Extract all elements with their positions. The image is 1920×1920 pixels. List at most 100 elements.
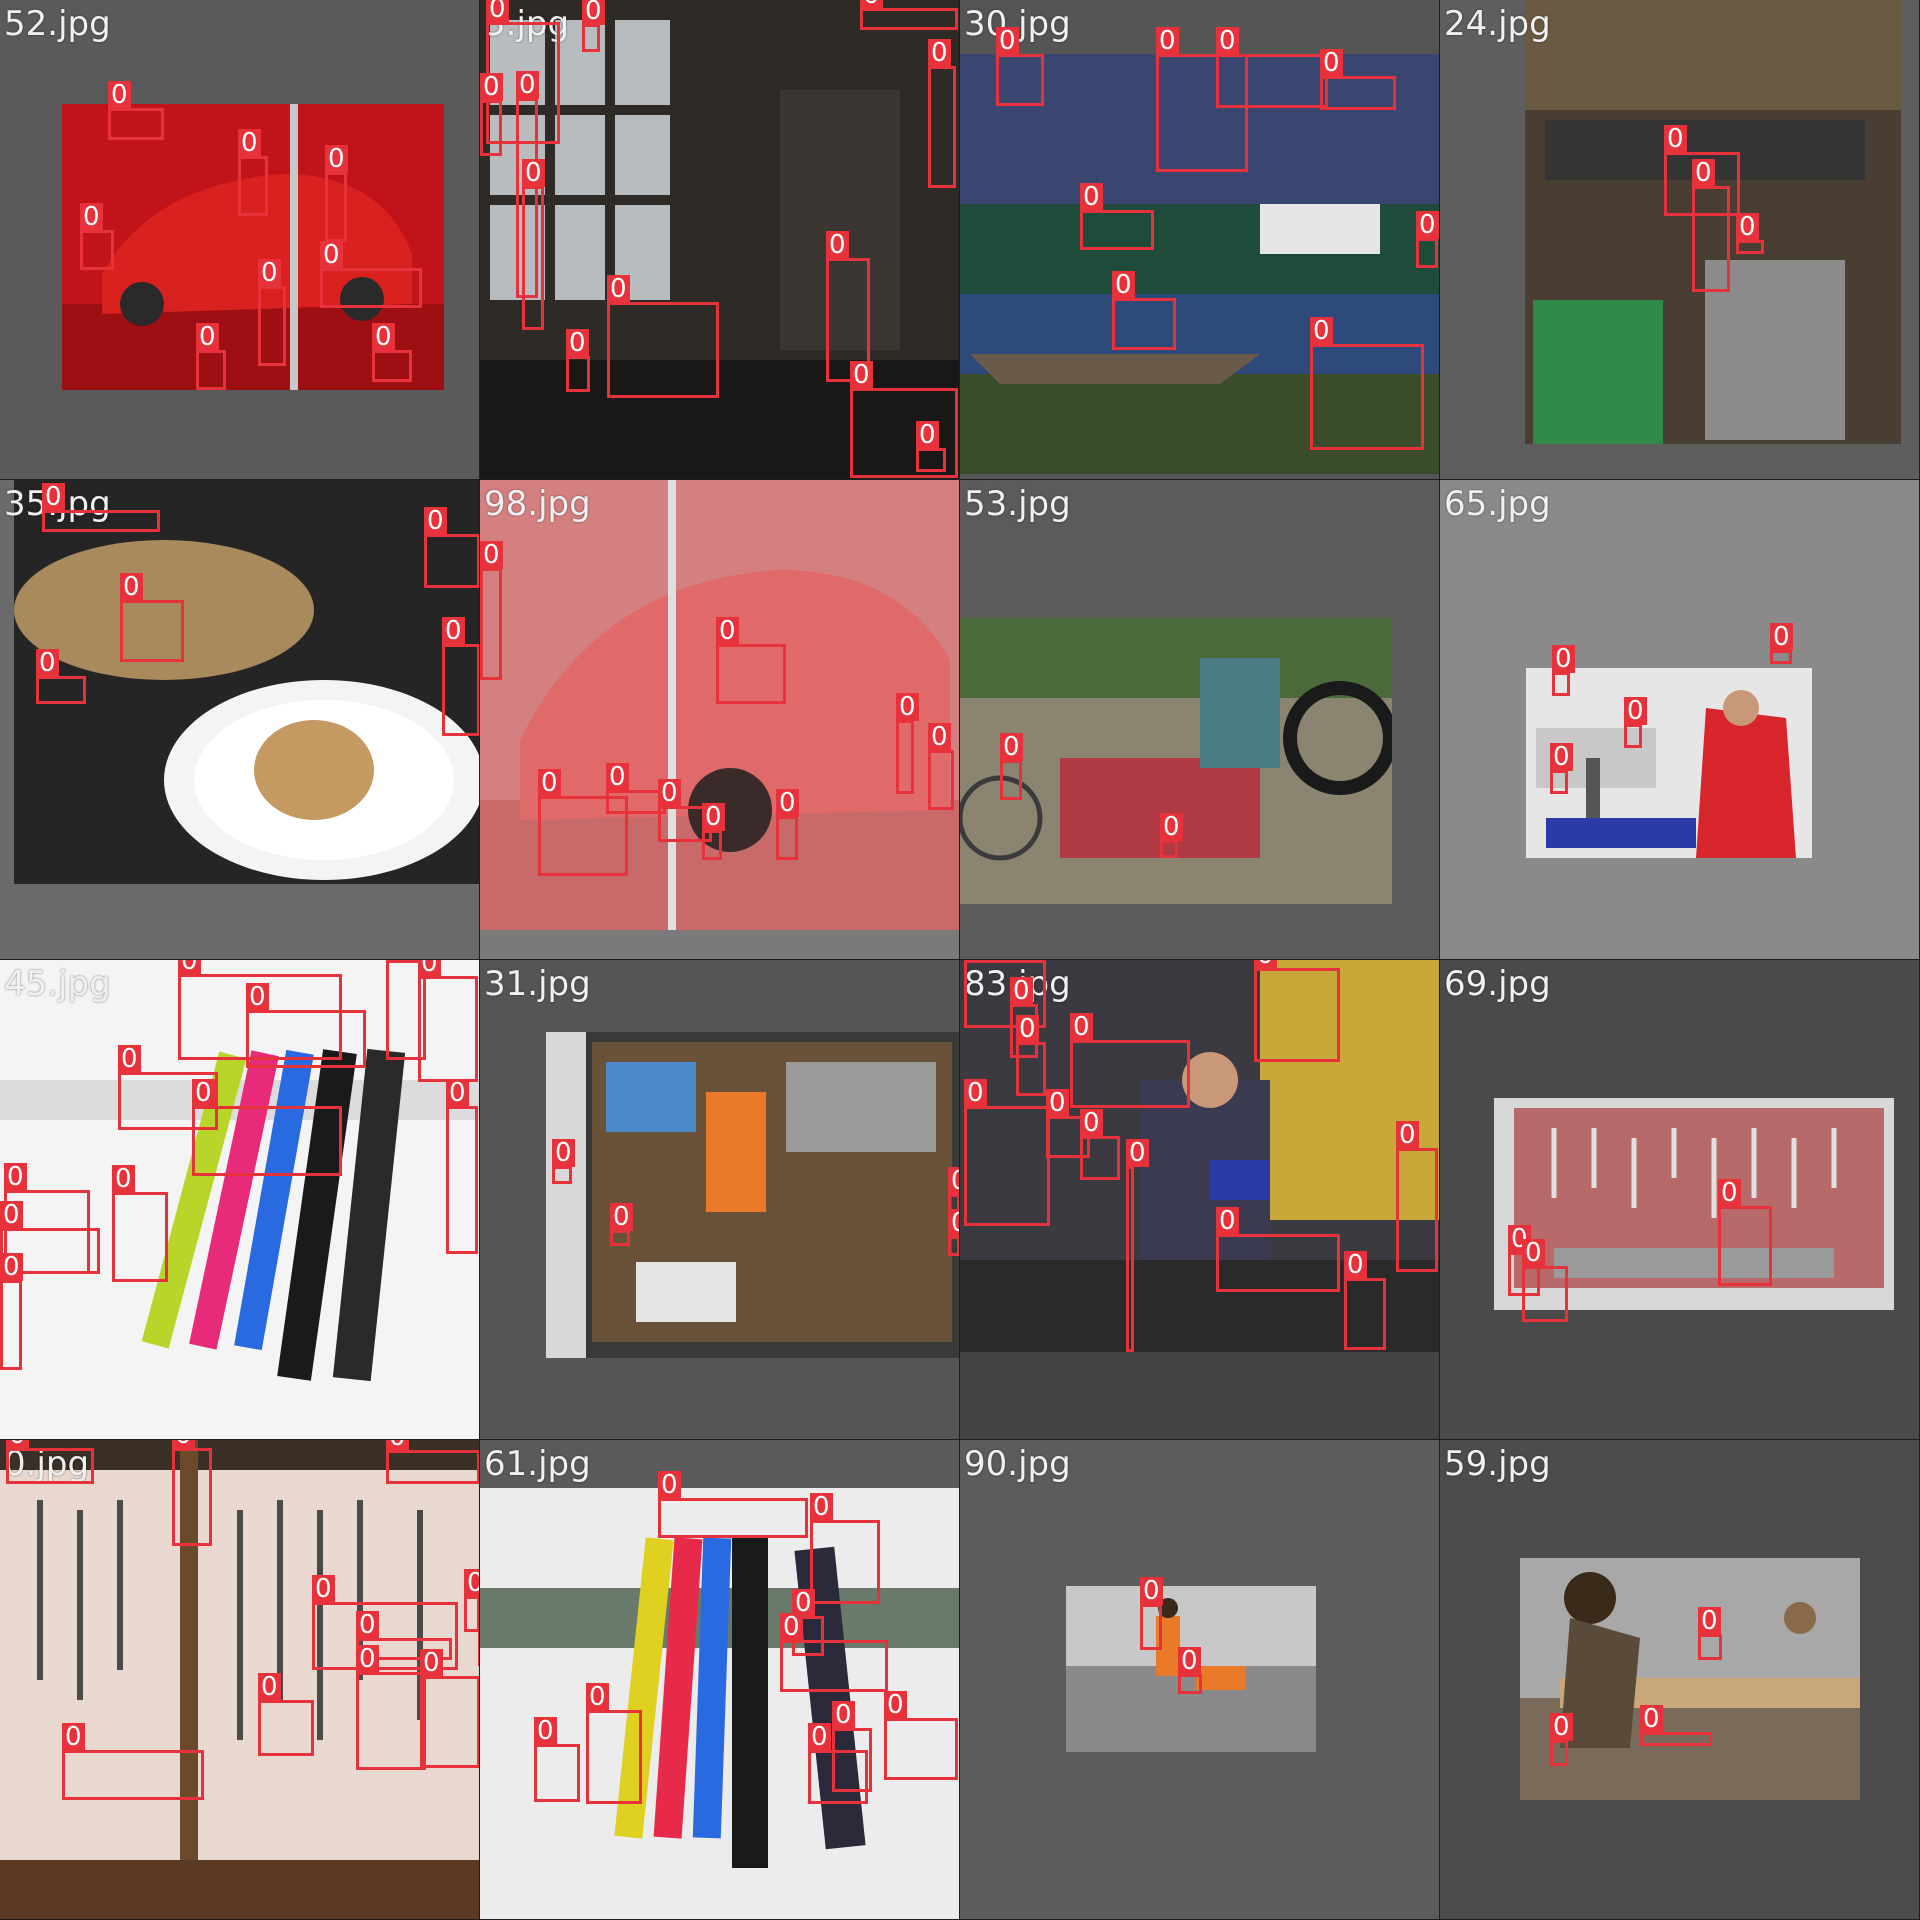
detection-box: 0 <box>196 323 226 390</box>
detection-box: 0 <box>610 1203 633 1246</box>
photo-carpenters-outdoor <box>1520 1558 1860 1800</box>
detection-box: 0 <box>1718 1179 1772 1286</box>
detection-box: 0 <box>62 1723 204 1800</box>
detection-box: 0 <box>996 27 1044 106</box>
tile-24: 24.jpg 0 0 0 <box>1440 0 1920 480</box>
detection-box: 0 <box>1310 317 1424 450</box>
detection-box: 0 <box>808 1723 868 1804</box>
detection-box: 0 <box>1624 697 1647 748</box>
tile-65: 65.jpg 0 0 0 0 <box>1440 480 1920 960</box>
photo-bike-repair <box>960 618 1392 904</box>
detection-box: 0 <box>896 693 919 794</box>
detection-box: 0 <box>534 1717 580 1802</box>
detection-box: 0 <box>850 361 958 478</box>
tile-31: 31.jpg 0 0 0 0 <box>480 960 960 1440</box>
tile-45: 45.jpg 0 0 0 0 0 0 0 0 0 0 0 <box>0 960 480 1440</box>
detection-box: 0 <box>606 763 666 814</box>
filename-label: 59.jpg <box>1444 1444 1551 1484</box>
detection-box: 0 <box>1080 1109 1120 1180</box>
tile-30: 30.jpg 0 0 0 0 0 0 0 0 <box>960 0 1440 480</box>
detection-box: 0 <box>320 241 422 308</box>
tile-52: 52.jpg 0 0 0 0 0 0 0 0 <box>0 0 480 480</box>
tile-83: 83.jpg 0 0 0 0 0 0 0 0 0 0 0 0 <box>960 960 1440 1440</box>
detection-box: 0 <box>860 0 958 30</box>
detection-box: 0 <box>948 1209 959 1256</box>
detection-box: 0 <box>1736 213 1764 254</box>
detection-box: 0 <box>1046 1089 1090 1158</box>
detection-box: 0 <box>36 649 86 704</box>
detection-box: 0 <box>1522 1239 1568 1322</box>
tile-53: 53.jpg 0 0 <box>960 480 1440 960</box>
detection-box: 0 <box>120 573 184 662</box>
filename-label: 61.jpg <box>484 1444 591 1484</box>
detection-box: 0 <box>325 145 348 242</box>
detection-box: 0 <box>42 483 160 532</box>
detection-box: 0 <box>586 1683 642 1804</box>
detection-box: 0 <box>386 960 426 1060</box>
detection-box: 0 <box>658 779 712 842</box>
detection-box: 0 <box>522 159 545 330</box>
detection-box: 0 <box>1416 211 1439 268</box>
detection-box: 0 <box>1770 623 1793 664</box>
detection-box: 0 <box>1140 1577 1163 1650</box>
photo-pegboard <box>1494 1098 1894 1310</box>
detection-box: 0 <box>884 1691 958 1780</box>
detection-box: 0 <box>446 1079 478 1254</box>
filename-label: 53.jpg <box>964 484 1071 524</box>
photo-food-tray <box>14 480 479 884</box>
detection-box: 0 <box>964 960 1046 1028</box>
filename-label: 45.jpg <box>4 964 111 1004</box>
detection-box: 0 <box>1692 159 1730 292</box>
detection-box: 0 <box>258 1673 314 1756</box>
filename-label: 90.jpg <box>964 1444 1071 1484</box>
detection-box: 0 <box>192 1079 342 1176</box>
detection-box: 0 <box>424 507 479 588</box>
detection-box: 0 <box>1126 1139 1149 1352</box>
detection-box: 0 <box>1550 1713 1573 1766</box>
filename-label: 24.jpg <box>1444 4 1551 44</box>
detection-box: 0 <box>1664 125 1740 216</box>
tile-69: 69.jpg 0 0 0 <box>1440 960 1920 1440</box>
detection-box: 0 <box>516 71 539 298</box>
detection-box: 0 <box>386 1440 479 1484</box>
detection-box: 0 <box>1640 1705 1712 1746</box>
detection-box: 0 <box>566 329 590 392</box>
detection-box: 0 <box>1698 1607 1722 1660</box>
photo-river-boats <box>960 54 1439 474</box>
photo-hanging-tools <box>0 1440 479 1919</box>
detection-box: 0 <box>0 1201 100 1274</box>
detection-box: 0 <box>1552 645 1575 696</box>
detection-box: 0 <box>480 541 503 680</box>
detection-box: 0 <box>1320 49 1396 110</box>
detection-box: 0 <box>1178 1647 1202 1694</box>
detection-box: 0 <box>238 129 268 216</box>
detection-box: 0 <box>246 983 366 1068</box>
detection-box: 0 <box>108 81 164 140</box>
detection-box: 0 <box>832 1701 872 1792</box>
detection-box: 0 <box>810 1493 880 1604</box>
detection-box: 0 <box>1216 1207 1340 1292</box>
detection-box: 0 <box>372 323 412 382</box>
detection-box: 0 <box>1000 733 1023 800</box>
photo-tool-shop <box>1525 0 1901 444</box>
detection-box: 0 <box>582 0 605 52</box>
tile-35: 35.jpg 0 0 0 0 0 <box>0 480 480 960</box>
photo-pink-race-car <box>480 480 959 930</box>
detection-box: 0 <box>776 789 799 860</box>
filename-label: 69.jpg <box>1444 964 1551 1004</box>
detection-box: 0 <box>356 1645 426 1770</box>
detection-box: 0 <box>258 259 286 366</box>
detection-box: 0 <box>80 203 114 270</box>
detection-box: 0 <box>112 1165 168 1282</box>
detection-box: 0 <box>826 231 870 382</box>
detection-box: 0 <box>118 1045 218 1130</box>
tile-59: 59.jpg 0 0 0 <box>1440 1440 1920 1920</box>
detection-box: 0 <box>478 1613 479 1666</box>
detection-box: 0 <box>607 275 719 398</box>
detection-box: 0 <box>178 960 342 1060</box>
detection-box: 0 <box>1016 1015 1046 1096</box>
detection-box: 0 <box>928 39 956 188</box>
detection-box: 0 <box>420 1649 479 1768</box>
detection-box: 0 <box>538 769 628 876</box>
